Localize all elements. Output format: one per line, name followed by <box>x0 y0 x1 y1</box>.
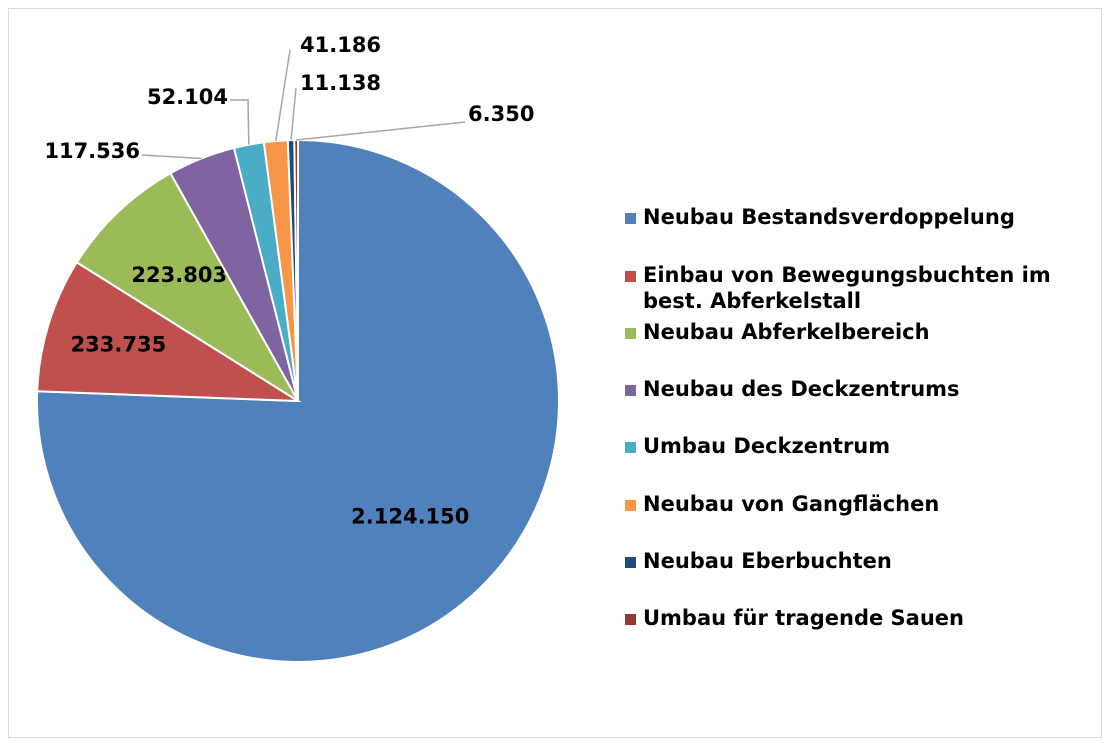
legend-item: Umbau für tragende Sauen <box>624 605 1083 631</box>
legend-swatch <box>624 327 637 340</box>
legend-swatch <box>624 441 637 454</box>
leader-line <box>141 154 202 160</box>
legend-swatch <box>624 556 637 569</box>
legend-item: Einbau von Bewegungsbuchten im best. Abf… <box>624 262 1083 314</box>
leader-line <box>230 99 250 145</box>
chart-frame <box>8 8 1102 738</box>
data-label: 6.350 <box>468 102 534 126</box>
legend-item: Neubau Abferkelbereich <box>624 319 1083 345</box>
legend-label: Neubau Abferkelbereich <box>643 320 930 344</box>
data-label: 2.124.150 <box>351 505 469 529</box>
legend-label: Umbau Deckzentrum <box>643 434 891 458</box>
legend-label: Neubau Eberbuchten <box>643 549 892 573</box>
data-label: 117.536 <box>44 139 140 163</box>
pie-slice <box>36 261 302 403</box>
legend-item: Neubau Bestandsverdoppelung <box>624 204 1083 230</box>
legend-label: Umbau für tragende Sauen <box>643 606 964 630</box>
legend-label: Neubau von Gangflächen <box>643 492 940 516</box>
leader-line <box>275 49 291 142</box>
leader-line <box>296 121 466 141</box>
data-label: 41.186 <box>300 33 381 57</box>
legend-item: Umbau Deckzentrum <box>624 433 1083 459</box>
legend-swatch <box>624 270 637 283</box>
data-label: 233.735 <box>71 333 167 357</box>
legend-item: Neubau des Deckzentrums <box>624 376 1083 402</box>
legend-swatch <box>624 613 637 626</box>
pie-slice <box>75 171 299 402</box>
data-label: 11.138 <box>300 71 381 95</box>
legend-label: Neubau Bestandsverdoppelung <box>643 205 1015 229</box>
legend-label: Einbau von Bewegungsbuchten im best. Abf… <box>643 263 1051 313</box>
leader-line <box>290 87 297 141</box>
legend-label: Neubau des Deckzentrums <box>643 377 960 401</box>
legend-swatch <box>624 212 637 225</box>
legend-swatch <box>624 499 637 512</box>
data-label: 52.104 <box>147 85 228 109</box>
data-label: 223.803 <box>131 263 227 287</box>
legend-item: Neubau Eberbuchten <box>624 548 1083 574</box>
legend-item: Neubau von Gangflächen <box>624 491 1083 517</box>
legend-swatch <box>624 384 637 397</box>
